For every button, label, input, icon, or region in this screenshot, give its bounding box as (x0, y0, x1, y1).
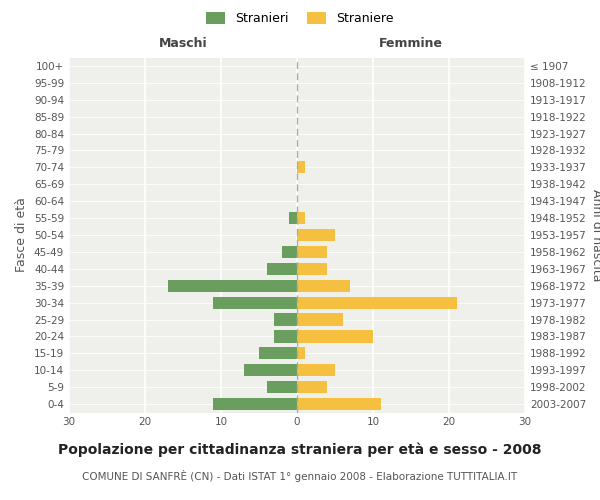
Y-axis label: Fasce di età: Fasce di età (16, 198, 28, 272)
Bar (297, 162, 305, 173)
Bar (297, 246, 328, 258)
Bar (214, 296, 297, 308)
Bar (214, 398, 297, 410)
Bar (297, 212, 305, 224)
Bar (274, 314, 297, 326)
Text: COMUNE DI SANFRÈ (CN) - Dati ISTAT 1° gennaio 2008 - Elaborazione TUTTITALIA.IT: COMUNE DI SANFRÈ (CN) - Dati ISTAT 1° ge… (82, 470, 518, 482)
Bar (297, 381, 328, 393)
Bar (289, 212, 297, 224)
Bar (297, 229, 335, 241)
Bar (297, 347, 305, 360)
Legend: Stranieri, Straniere: Stranieri, Straniere (202, 7, 398, 30)
Bar (297, 262, 328, 275)
Bar (297, 280, 350, 292)
Bar (297, 398, 380, 410)
Bar (168, 280, 297, 292)
Text: Femmine: Femmine (379, 38, 443, 51)
Bar (266, 262, 297, 275)
Y-axis label: Anni di nascita: Anni di nascita (590, 188, 600, 281)
Bar (274, 330, 297, 342)
Bar (297, 314, 343, 326)
Bar (282, 246, 297, 258)
Text: Popolazione per cittadinanza straniera per età e sesso - 2008: Popolazione per cittadinanza straniera p… (58, 442, 542, 457)
Bar (266, 381, 297, 393)
Bar (297, 364, 335, 376)
Bar (297, 330, 373, 342)
Bar (244, 364, 297, 376)
Bar (259, 347, 297, 360)
Bar (297, 296, 457, 308)
Text: Maschi: Maschi (158, 38, 208, 51)
